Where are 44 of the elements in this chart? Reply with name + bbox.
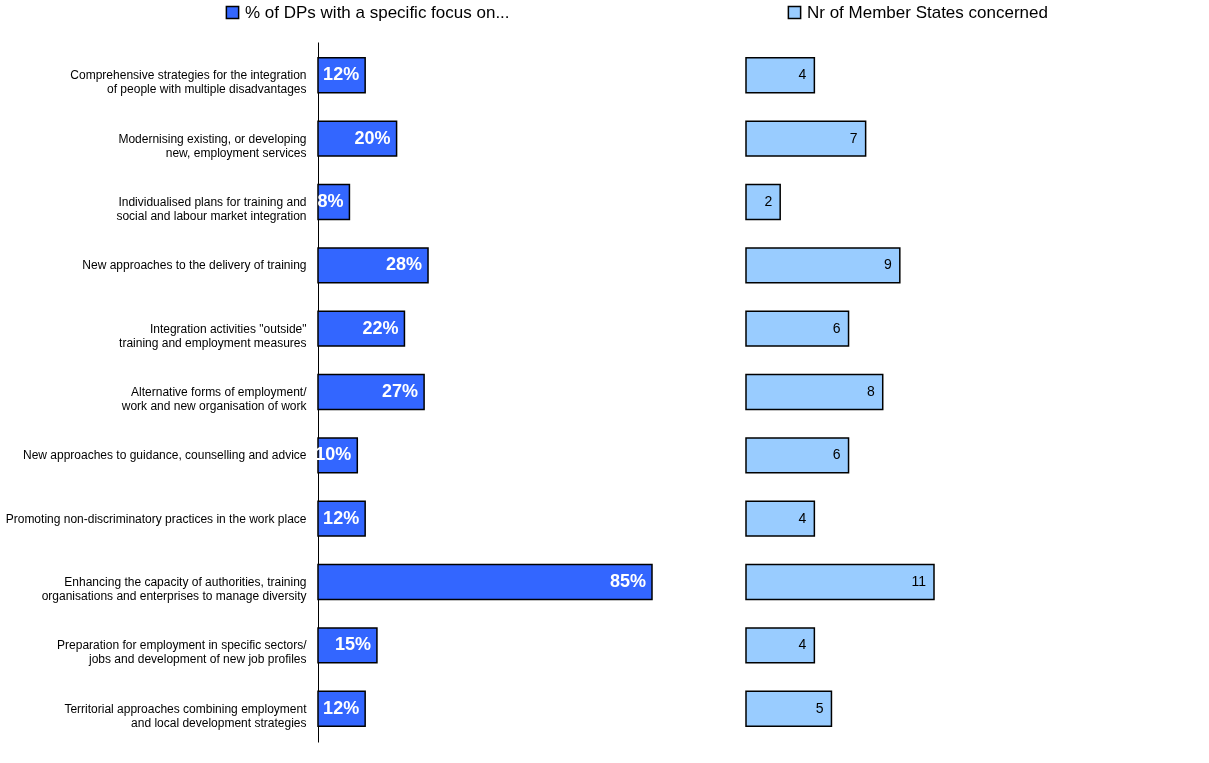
data-label: 12% bbox=[323, 697, 360, 718]
data-label: 5 bbox=[815, 699, 824, 716]
y-tick-label: Territorial approaches combining employment and local development strategies bbox=[64, 701, 308, 730]
data-label: 4 bbox=[798, 636, 807, 653]
y-tick-label: Preparation for employment in specific sectors/ jobs and development of new job profiles bbox=[57, 638, 308, 667]
data-label: 12% bbox=[323, 64, 360, 85]
y-tick-label: Promoting non-discriminatory practices in the work place bbox=[5, 511, 307, 526]
data-label: 11 bbox=[911, 573, 927, 590]
y-tick-label: Comprehensive strategies for the integration of people with multiple disadvantages bbox=[70, 68, 307, 97]
data-label: 15% bbox=[334, 634, 371, 655]
data-label: 20% bbox=[354, 127, 391, 148]
y-tick-label: Integration activities "outside" training and employment measures bbox=[119, 321, 307, 350]
bar bbox=[745, 310, 850, 347]
bar bbox=[745, 120, 867, 157]
data-label: 22% bbox=[362, 317, 399, 338]
y-tick-label: Modernising existing, or developing new, employment services bbox=[118, 131, 307, 160]
bar bbox=[745, 247, 901, 284]
y-tick-label: Alternative forms of employment/ work and new organisation of work bbox=[120, 385, 308, 413]
bar bbox=[745, 563, 935, 601]
data-label: 9 bbox=[884, 256, 893, 273]
y-tick-label: Enhancing the capacity of authorities, training organisations and enterprises to manage diversity bbox=[41, 575, 307, 604]
data-label: 27% bbox=[382, 381, 419, 401]
data-label: 6 bbox=[832, 319, 841, 336]
legend-label: % of DPs with a specific focus on... bbox=[245, 2, 510, 22]
data-label: 6 bbox=[832, 446, 841, 463]
data-label: 8 bbox=[866, 383, 875, 399]
data-label: 4 bbox=[798, 66, 807, 83]
data-label: 4 bbox=[798, 509, 807, 526]
bar bbox=[745, 500, 816, 537]
y-tick-label: New approaches to guidance, counselling and advice bbox=[22, 448, 307, 463]
data-label: 7 bbox=[849, 129, 858, 146]
data-label: 28% bbox=[385, 254, 423, 275]
bar bbox=[745, 690, 833, 727]
bar bbox=[745, 373, 884, 411]
bar bbox=[745, 437, 850, 474]
y-tick-label: New approaches to the delivery of training bbox=[82, 258, 307, 273]
data-label: 12% bbox=[323, 507, 360, 528]
legend-label: Nr of Member States concerned bbox=[807, 2, 1048, 22]
bar bbox=[745, 183, 781, 221]
bar bbox=[745, 627, 816, 664]
data-label: 85% bbox=[609, 571, 646, 592]
y-tick-label: Individualised plans for training and social and labour market integration bbox=[116, 194, 307, 223]
bar bbox=[745, 57, 816, 94]
data-label: 2 bbox=[764, 192, 773, 209]
